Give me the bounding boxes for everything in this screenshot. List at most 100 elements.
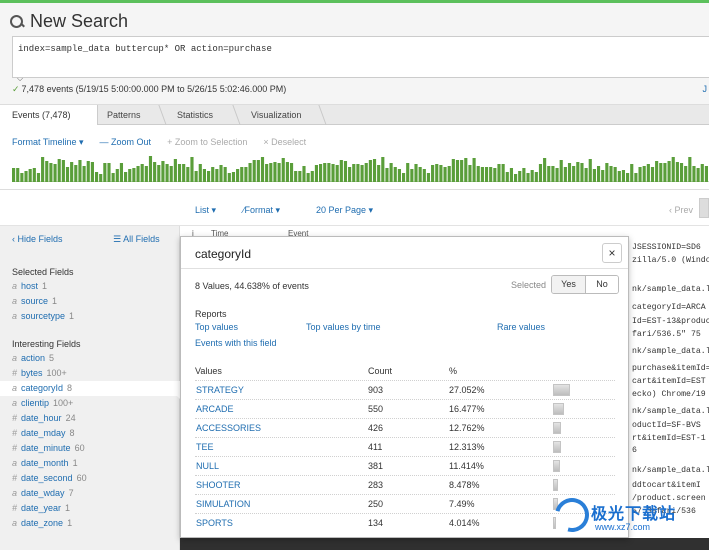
histogram-bar[interactable] <box>74 165 78 182</box>
value-row[interactable]: STRATEGY 903 27.052% <box>195 380 615 399</box>
histogram-bar[interactable] <box>352 164 356 182</box>
histogram-bar[interactable] <box>240 167 244 182</box>
histogram-bar[interactable] <box>339 160 343 182</box>
histogram-bar[interactable] <box>182 164 186 182</box>
selected-no-button[interactable]: No <box>585 276 618 293</box>
histogram-bar[interactable] <box>551 166 555 182</box>
per-page-button[interactable]: 20 Per Page ▾ <box>316 205 374 215</box>
value-label[interactable]: STRATEGY <box>196 385 244 395</box>
histogram-bar[interactable] <box>24 171 28 182</box>
histogram-bar[interactable] <box>613 167 617 182</box>
histogram-bar[interactable] <box>206 171 211 182</box>
histogram-bar[interactable] <box>248 163 252 182</box>
histogram-bar[interactable] <box>630 164 634 182</box>
histogram-bar[interactable] <box>422 169 426 182</box>
top-values-by-time-link[interactable]: Top values by time <box>306 322 381 332</box>
histogram-bar[interactable] <box>493 168 497 182</box>
histogram-bar[interactable] <box>252 160 256 182</box>
field-action[interactable]: a action 5 <box>12 353 54 363</box>
histogram-bar[interactable] <box>227 173 231 182</box>
histogram-bar[interactable] <box>360 165 364 182</box>
histogram-bar[interactable] <box>543 158 547 182</box>
field-sourcetype[interactable]: a sourcetype 1 <box>12 311 74 321</box>
histogram-bar[interactable] <box>198 164 202 182</box>
histogram-bar[interactable] <box>244 167 248 182</box>
histogram-bar[interactable] <box>331 164 335 182</box>
field-host[interactable]: a host 1 <box>12 281 47 291</box>
histogram-bar[interactable] <box>679 163 684 182</box>
histogram-bar[interactable] <box>319 164 323 182</box>
tab-visualization[interactable]: Visualization <box>251 110 302 120</box>
histogram-bar[interactable] <box>128 169 132 182</box>
histogram-bar[interactable] <box>368 160 372 182</box>
prev-page-button[interactable]: ‹ Prev <box>668 205 693 215</box>
histogram-bar[interactable] <box>555 168 559 182</box>
histogram-bar[interactable] <box>327 163 331 182</box>
histogram-bar[interactable] <box>588 159 592 182</box>
histogram-bar[interactable] <box>559 160 563 182</box>
histogram-bar[interactable] <box>472 158 476 182</box>
histogram-bar[interactable] <box>514 174 518 182</box>
tab-statistics[interactable]: Statistics <box>177 110 214 120</box>
chevron-down-icon[interactable]: ⌵ <box>17 74 24 83</box>
histogram-bar[interactable] <box>460 160 464 182</box>
zoom-to-selection-button[interactable]: + Zoom to Selection <box>167 137 248 147</box>
histogram-bar[interactable] <box>16 168 20 182</box>
histogram-bar[interactable] <box>90 162 94 182</box>
histogram-bar[interactable] <box>464 158 468 182</box>
value-row[interactable]: SPORTS 134 4.014% <box>195 513 615 532</box>
histogram-bar[interactable] <box>696 168 700 182</box>
histogram-bar[interactable] <box>260 157 265 182</box>
histogram-bar[interactable] <box>426 173 431 182</box>
histogram-bar[interactable] <box>36 173 41 182</box>
histogram-bar[interactable] <box>165 164 169 182</box>
histogram-bar[interactable] <box>642 166 646 182</box>
events-with-field-link[interactable]: Events with this field <box>195 338 277 348</box>
histogram-bar[interactable] <box>285 162 289 182</box>
histogram-bar[interactable] <box>20 173 24 182</box>
histogram-bar[interactable] <box>667 161 671 182</box>
field-date-second[interactable]: # date_second 60 <box>12 473 87 483</box>
histogram-bar[interactable] <box>94 172 99 182</box>
histogram-bar[interactable] <box>298 171 302 182</box>
histogram-bar[interactable] <box>194 171 198 182</box>
histogram-bar[interactable] <box>177 164 182 182</box>
histogram-bar[interactable] <box>306 173 310 182</box>
histogram-bar[interactable] <box>572 166 576 182</box>
histogram-bar[interactable] <box>700 164 704 182</box>
histogram-bar[interactable] <box>103 163 107 182</box>
field-date-mday[interactable]: # date_mday 8 <box>12 428 75 438</box>
field-date-year[interactable]: # date_year 1 <box>12 503 70 513</box>
histogram-bar[interactable] <box>381 157 385 182</box>
histogram-bar[interactable] <box>132 168 136 182</box>
histogram-bar[interactable] <box>580 163 584 182</box>
histogram-bar[interactable] <box>406 163 410 182</box>
histogram-bar[interactable] <box>265 164 269 182</box>
histogram-bar[interactable] <box>626 173 630 182</box>
histogram-bar[interactable] <box>169 166 173 182</box>
histogram-bar[interactable] <box>671 157 675 182</box>
histogram-bar[interactable] <box>530 170 534 182</box>
histogram-bar[interactable] <box>231 172 236 182</box>
histogram-bar[interactable] <box>576 162 580 182</box>
histogram-bar[interactable] <box>646 164 650 182</box>
timeline-histogram[interactable] <box>12 156 709 182</box>
search-query-input[interactable]: index=sample_data buttercup* OR action=p… <box>12 36 709 78</box>
field-date-zone[interactable]: a date_zone 1 <box>12 518 72 528</box>
histogram-bar[interactable] <box>28 169 32 182</box>
histogram-bar[interactable] <box>294 171 298 182</box>
histogram-bar[interactable] <box>563 167 567 182</box>
value-label[interactable]: ACCESSORIES <box>196 423 262 433</box>
histogram-bar[interactable] <box>61 160 65 182</box>
rare-values-link[interactable]: Rare values <box>497 322 546 332</box>
histogram-bar[interactable] <box>323 163 327 182</box>
field-source[interactable]: a source 1 <box>12 296 57 306</box>
histogram-bar[interactable] <box>53 164 57 182</box>
histogram-bar[interactable] <box>372 159 377 182</box>
histogram-bar[interactable] <box>302 166 306 182</box>
histogram-bar[interactable] <box>567 163 572 182</box>
histogram-bar[interactable] <box>115 169 119 182</box>
histogram-bar[interactable] <box>86 161 90 182</box>
field-clientip[interactable]: a clientip 100+ <box>12 398 73 408</box>
histogram-bar[interactable] <box>335 165 339 182</box>
